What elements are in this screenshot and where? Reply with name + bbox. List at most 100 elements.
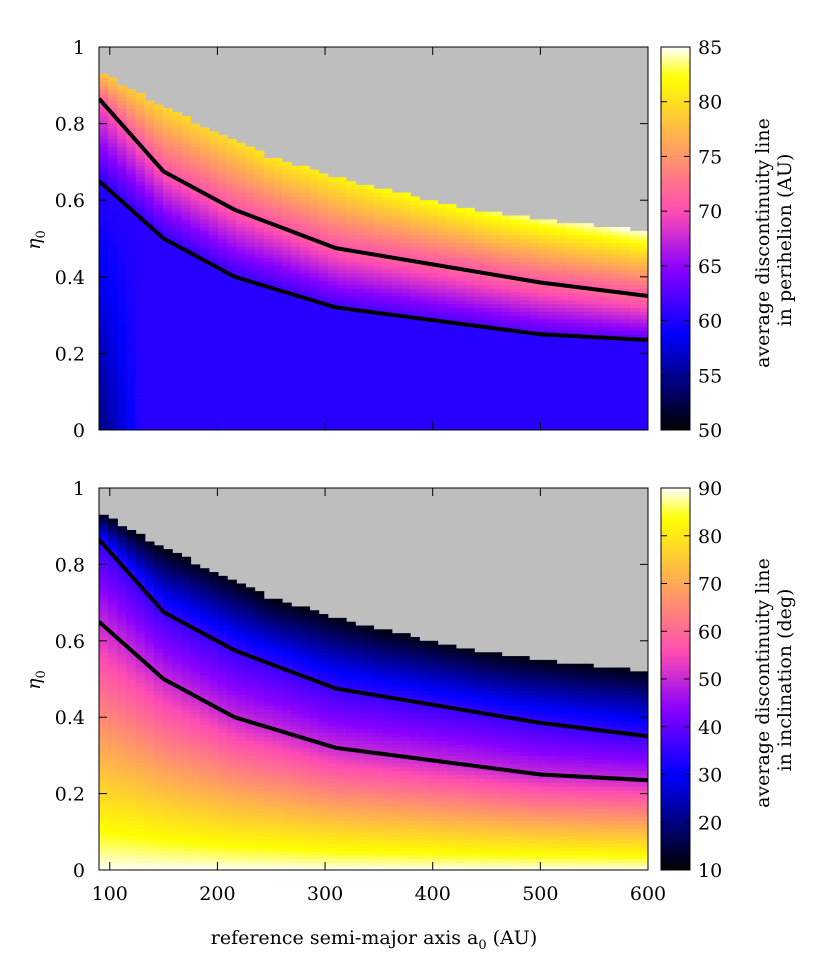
- heatmap-cell: [126, 801, 137, 806]
- heatmap-cell: [629, 422, 640, 427]
- heatmap-cell: [181, 843, 192, 848]
- heatmap-cell: [190, 656, 201, 661]
- heatmap-cell: [144, 793, 155, 799]
- heatmap-cell: [318, 307, 329, 312]
- heatmap-cell: [510, 223, 521, 228]
- heatmap-cell: [199, 326, 210, 332]
- heatmap-cell: [327, 200, 338, 205]
- heatmap-cell: [620, 311, 631, 316]
- heatmap-cell: [437, 364, 448, 370]
- heatmap-cell: [355, 215, 365, 220]
- heatmap-cell: [254, 158, 265, 163]
- heatmap-cell: [108, 368, 118, 374]
- heatmap-cell: [126, 663, 137, 669]
- heatmap-cell: [501, 384, 512, 389]
- heatmap-cell: [382, 322, 393, 328]
- heatmap-cell: [108, 196, 118, 201]
- heatmap-cell: [144, 751, 155, 756]
- heatmap-cell: [336, 227, 347, 232]
- heatmap-cell: [117, 789, 128, 795]
- heatmap-cell: [620, 361, 631, 366]
- heatmap-cell: [474, 257, 484, 263]
- heatmap-cell: [99, 158, 109, 163]
- heatmap-cell: [391, 341, 402, 347]
- heatmap-cell: [400, 276, 411, 282]
- heatmap-cell: [99, 77, 109, 83]
- heatmap-cell: [126, 686, 137, 692]
- heatmap-cell: [126, 850, 137, 856]
- heatmap-cell: [291, 322, 301, 328]
- heatmap-cell: [135, 797, 146, 802]
- heatmap-cell: [108, 782, 118, 787]
- heatmap-cell: [153, 119, 164, 125]
- heatmap-cell: [474, 303, 484, 309]
- heatmap-cell: [245, 292, 256, 297]
- heatmap-cell: [419, 292, 429, 297]
- heatmap-cell: [593, 284, 603, 289]
- heatmap-cell: [190, 318, 201, 324]
- heatmap-cell: [190, 850, 201, 856]
- heatmap-cell: [583, 349, 594, 354]
- heatmap-cell: [593, 242, 603, 247]
- heatmap-cell: [291, 181, 301, 186]
- heatmap-cell: [236, 391, 246, 397]
- heatmap-cell: [611, 246, 622, 251]
- heatmap-cell: [199, 334, 210, 339]
- heatmap-cell: [172, 146, 182, 152]
- heatmap-cell: [364, 184, 375, 190]
- heatmap-cell: [355, 265, 365, 270]
- heatmap-cell: [163, 801, 173, 806]
- heatmap-cell: [465, 223, 475, 228]
- heatmap-cell: [501, 376, 512, 381]
- heatmap-cell: [455, 207, 466, 213]
- heatmap-cell: [135, 606, 146, 611]
- heatmap-cell: [199, 299, 210, 305]
- heatmap-cell: [318, 410, 329, 416]
- heatmap-cell: [236, 395, 246, 400]
- heatmap-cell: [565, 422, 576, 427]
- heatmap-cell: [565, 395, 576, 400]
- heatmap-cell: [153, 552, 164, 558]
- heatmap-cell: [364, 280, 375, 286]
- heatmap-cell: [428, 418, 439, 423]
- heatmap-cell: [428, 307, 439, 312]
- heatmap-cell: [611, 295, 622, 301]
- heatmap-cell: [217, 364, 228, 370]
- heatmap-cell: [272, 380, 283, 385]
- heatmap-cell: [181, 614, 192, 619]
- heatmap-cell: [629, 265, 640, 270]
- heatmap-cell: [181, 591, 192, 596]
- heatmap-cell: [144, 583, 155, 588]
- heatmap-cell: [263, 196, 274, 201]
- heatmap-cell: [144, 709, 155, 714]
- heatmap-cell: [263, 227, 274, 232]
- heatmap-cell: [629, 242, 640, 247]
- heatmap-cell: [153, 587, 164, 592]
- heatmap-cell: [236, 295, 246, 301]
- heatmap-cell: [108, 418, 118, 423]
- heatmap-cell: [300, 349, 311, 354]
- heatmap-cell: [336, 361, 347, 366]
- heatmap-cell: [99, 816, 109, 821]
- heatmap-cell: [245, 234, 256, 240]
- heatmap-cell: [318, 349, 329, 354]
- heatmap-cell: [593, 246, 603, 251]
- heatmap-cell: [327, 238, 338, 243]
- heatmap-cell: [135, 269, 146, 274]
- heatmap-cell: [144, 671, 155, 676]
- heatmap-cell: [282, 334, 292, 339]
- heatmap-cell: [181, 368, 192, 374]
- heatmap-cell: [629, 246, 640, 251]
- heatmap-cell: [108, 414, 118, 420]
- heatmap-cell: [355, 364, 365, 370]
- heatmap-cell: [144, 238, 155, 243]
- heatmap-cell: [629, 414, 640, 420]
- heatmap-cell: [117, 526, 128, 531]
- heatmap-cell: [181, 835, 192, 841]
- heatmap-cell: [254, 284, 265, 289]
- heatmap-cell: [382, 230, 393, 236]
- heatmap-cell: [108, 675, 118, 680]
- heatmap-cell: [263, 384, 274, 389]
- heatmap-cell: [126, 759, 137, 764]
- heatmap-cell: [410, 238, 420, 243]
